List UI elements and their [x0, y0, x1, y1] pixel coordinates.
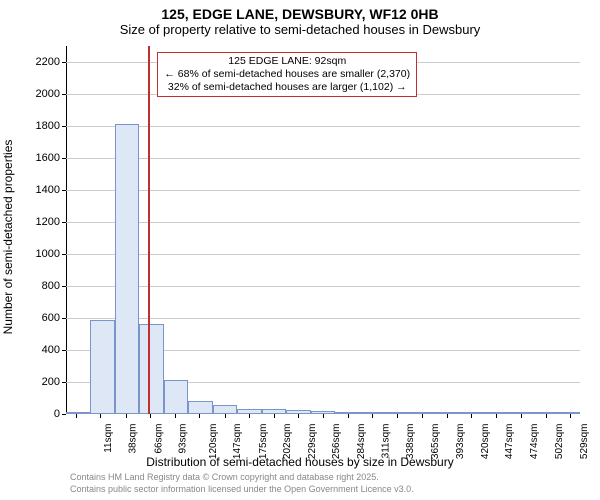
- ytick-mark: [62, 126, 66, 127]
- histogram-bar: [507, 412, 531, 414]
- xtick-mark: [150, 414, 151, 418]
- ytick-label: 200: [10, 376, 60, 388]
- xtick-mark: [323, 414, 324, 418]
- histogram-bar: [458, 412, 482, 414]
- xtick-mark: [372, 414, 373, 418]
- xtick-label: 229sqm: [307, 424, 318, 460]
- ytick-mark: [62, 382, 66, 383]
- xtick-mark: [521, 414, 522, 418]
- xtick-mark: [225, 414, 226, 418]
- xtick-label: 420sqm: [480, 424, 491, 460]
- ytick-mark: [62, 94, 66, 95]
- histogram-bar: [188, 401, 212, 414]
- xtick-label: 256sqm: [331, 424, 342, 460]
- xtick-mark: [447, 414, 448, 418]
- xtick-mark: [274, 414, 275, 418]
- annotation-box: 125 EDGE LANE: 92sqm ← 68% of semi-detac…: [157, 52, 417, 97]
- ytick-mark: [62, 190, 66, 191]
- histogram-bar: [164, 380, 188, 414]
- xtick-mark: [570, 414, 571, 418]
- ytick-label: 1600: [10, 152, 60, 164]
- xtick-label: 311sqm: [380, 424, 391, 459]
- gridline: [66, 318, 580, 319]
- gridline: [66, 126, 580, 127]
- histogram-bar: [213, 405, 237, 414]
- xtick-label: 38sqm: [128, 424, 139, 454]
- ytick-label: 800: [10, 280, 60, 292]
- xtick-mark: [199, 414, 200, 418]
- xtick-mark: [348, 414, 349, 418]
- ytick-label: 0: [10, 408, 60, 420]
- xtick-label: 202sqm: [282, 424, 293, 460]
- xtick-mark: [249, 414, 250, 418]
- xtick-label: 120sqm: [208, 424, 219, 460]
- chart-title-sub: Size of property relative to semi-detach…: [0, 22, 600, 37]
- annotation-line2: ← 68% of semi-detached houses are smalle…: [164, 68, 410, 81]
- xtick-label: 11sqm: [103, 424, 114, 453]
- xtick-mark: [126, 414, 127, 418]
- xtick-label: 66sqm: [153, 424, 164, 454]
- gridline: [66, 190, 580, 191]
- footer-line2: Contains public sector information licen…: [70, 484, 414, 494]
- xtick-label: 447sqm: [504, 424, 515, 460]
- xtick-label: 393sqm: [455, 424, 466, 460]
- histogram-bar: [90, 320, 114, 414]
- gridline: [66, 254, 580, 255]
- y-axis-label: Number of semi-detached properties: [1, 140, 15, 335]
- xtick-label: 147sqm: [232, 424, 243, 460]
- chart-title-main: 125, EDGE LANE, DEWSBURY, WF12 0HB: [0, 6, 600, 22]
- ytick-mark: [62, 62, 66, 63]
- xtick-label: 338sqm: [405, 424, 416, 460]
- xtick-label: 529sqm: [579, 424, 590, 460]
- histogram-bar: [66, 412, 90, 414]
- plot-area: 125 EDGE LANE: 92sqm ← 68% of semi-detac…: [66, 46, 580, 414]
- ytick-mark: [62, 414, 66, 415]
- annotation-line3: 32% of semi-detached houses are larger (…: [164, 81, 410, 94]
- xtick-label: 284sqm: [357, 424, 368, 460]
- marker-line: [148, 46, 150, 414]
- ytick-label: 1000: [10, 248, 60, 260]
- footer-line1: Contains HM Land Registry data © Crown c…: [70, 472, 379, 482]
- histogram-bar: [482, 412, 506, 414]
- ytick-label: 1800: [10, 120, 60, 132]
- ytick-mark: [62, 318, 66, 319]
- ytick-label: 1400: [10, 184, 60, 196]
- ytick-mark: [62, 158, 66, 159]
- histogram-bar: [531, 412, 555, 414]
- ytick-mark: [62, 286, 66, 287]
- xtick-mark: [546, 414, 547, 418]
- xtick-mark: [100, 414, 101, 418]
- ytick-label: 2200: [10, 56, 60, 68]
- ytick-label: 400: [10, 344, 60, 356]
- xtick-label: 93sqm: [178, 424, 189, 454]
- ytick-mark: [62, 350, 66, 351]
- gridline: [66, 158, 580, 159]
- histogram-bar: [433, 412, 457, 414]
- xtick-label: 502sqm: [554, 424, 565, 460]
- xtick-mark: [471, 414, 472, 418]
- xtick-label: 474sqm: [529, 424, 540, 460]
- xtick-mark: [175, 414, 176, 418]
- histogram-bar: [556, 412, 580, 414]
- xtick-mark: [422, 414, 423, 418]
- xtick-label: 365sqm: [430, 424, 441, 460]
- xtick-mark: [397, 414, 398, 418]
- ytick-mark: [62, 254, 66, 255]
- histogram-bar: [115, 124, 139, 414]
- xtick-mark: [76, 414, 77, 418]
- gridline: [66, 222, 580, 223]
- xtick-mark: [298, 414, 299, 418]
- x-axis-label: Distribution of semi-detached houses by …: [0, 455, 600, 469]
- ytick-label: 2000: [10, 88, 60, 100]
- chart-container: 125, EDGE LANE, DEWSBURY, WF12 0HB Size …: [0, 0, 600, 500]
- histogram-bar: [139, 324, 163, 414]
- gridline: [66, 286, 580, 287]
- xtick-mark: [496, 414, 497, 418]
- ytick-mark: [62, 222, 66, 223]
- histogram-bar: [409, 412, 433, 414]
- ytick-label: 600: [10, 312, 60, 324]
- ytick-label: 1200: [10, 216, 60, 228]
- xtick-label: 175sqm: [258, 424, 269, 460]
- annotation-line1: 125 EDGE LANE: 92sqm: [164, 55, 410, 68]
